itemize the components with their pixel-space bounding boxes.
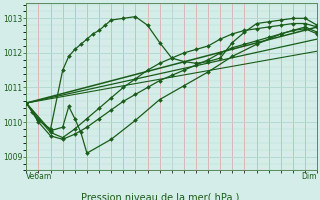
Text: Pression niveau de la mer( hPa ): Pression niveau de la mer( hPa ) [81, 192, 239, 200]
Text: Dim: Dim [302, 172, 317, 181]
Text: Ve6am: Ve6am [26, 172, 52, 181]
